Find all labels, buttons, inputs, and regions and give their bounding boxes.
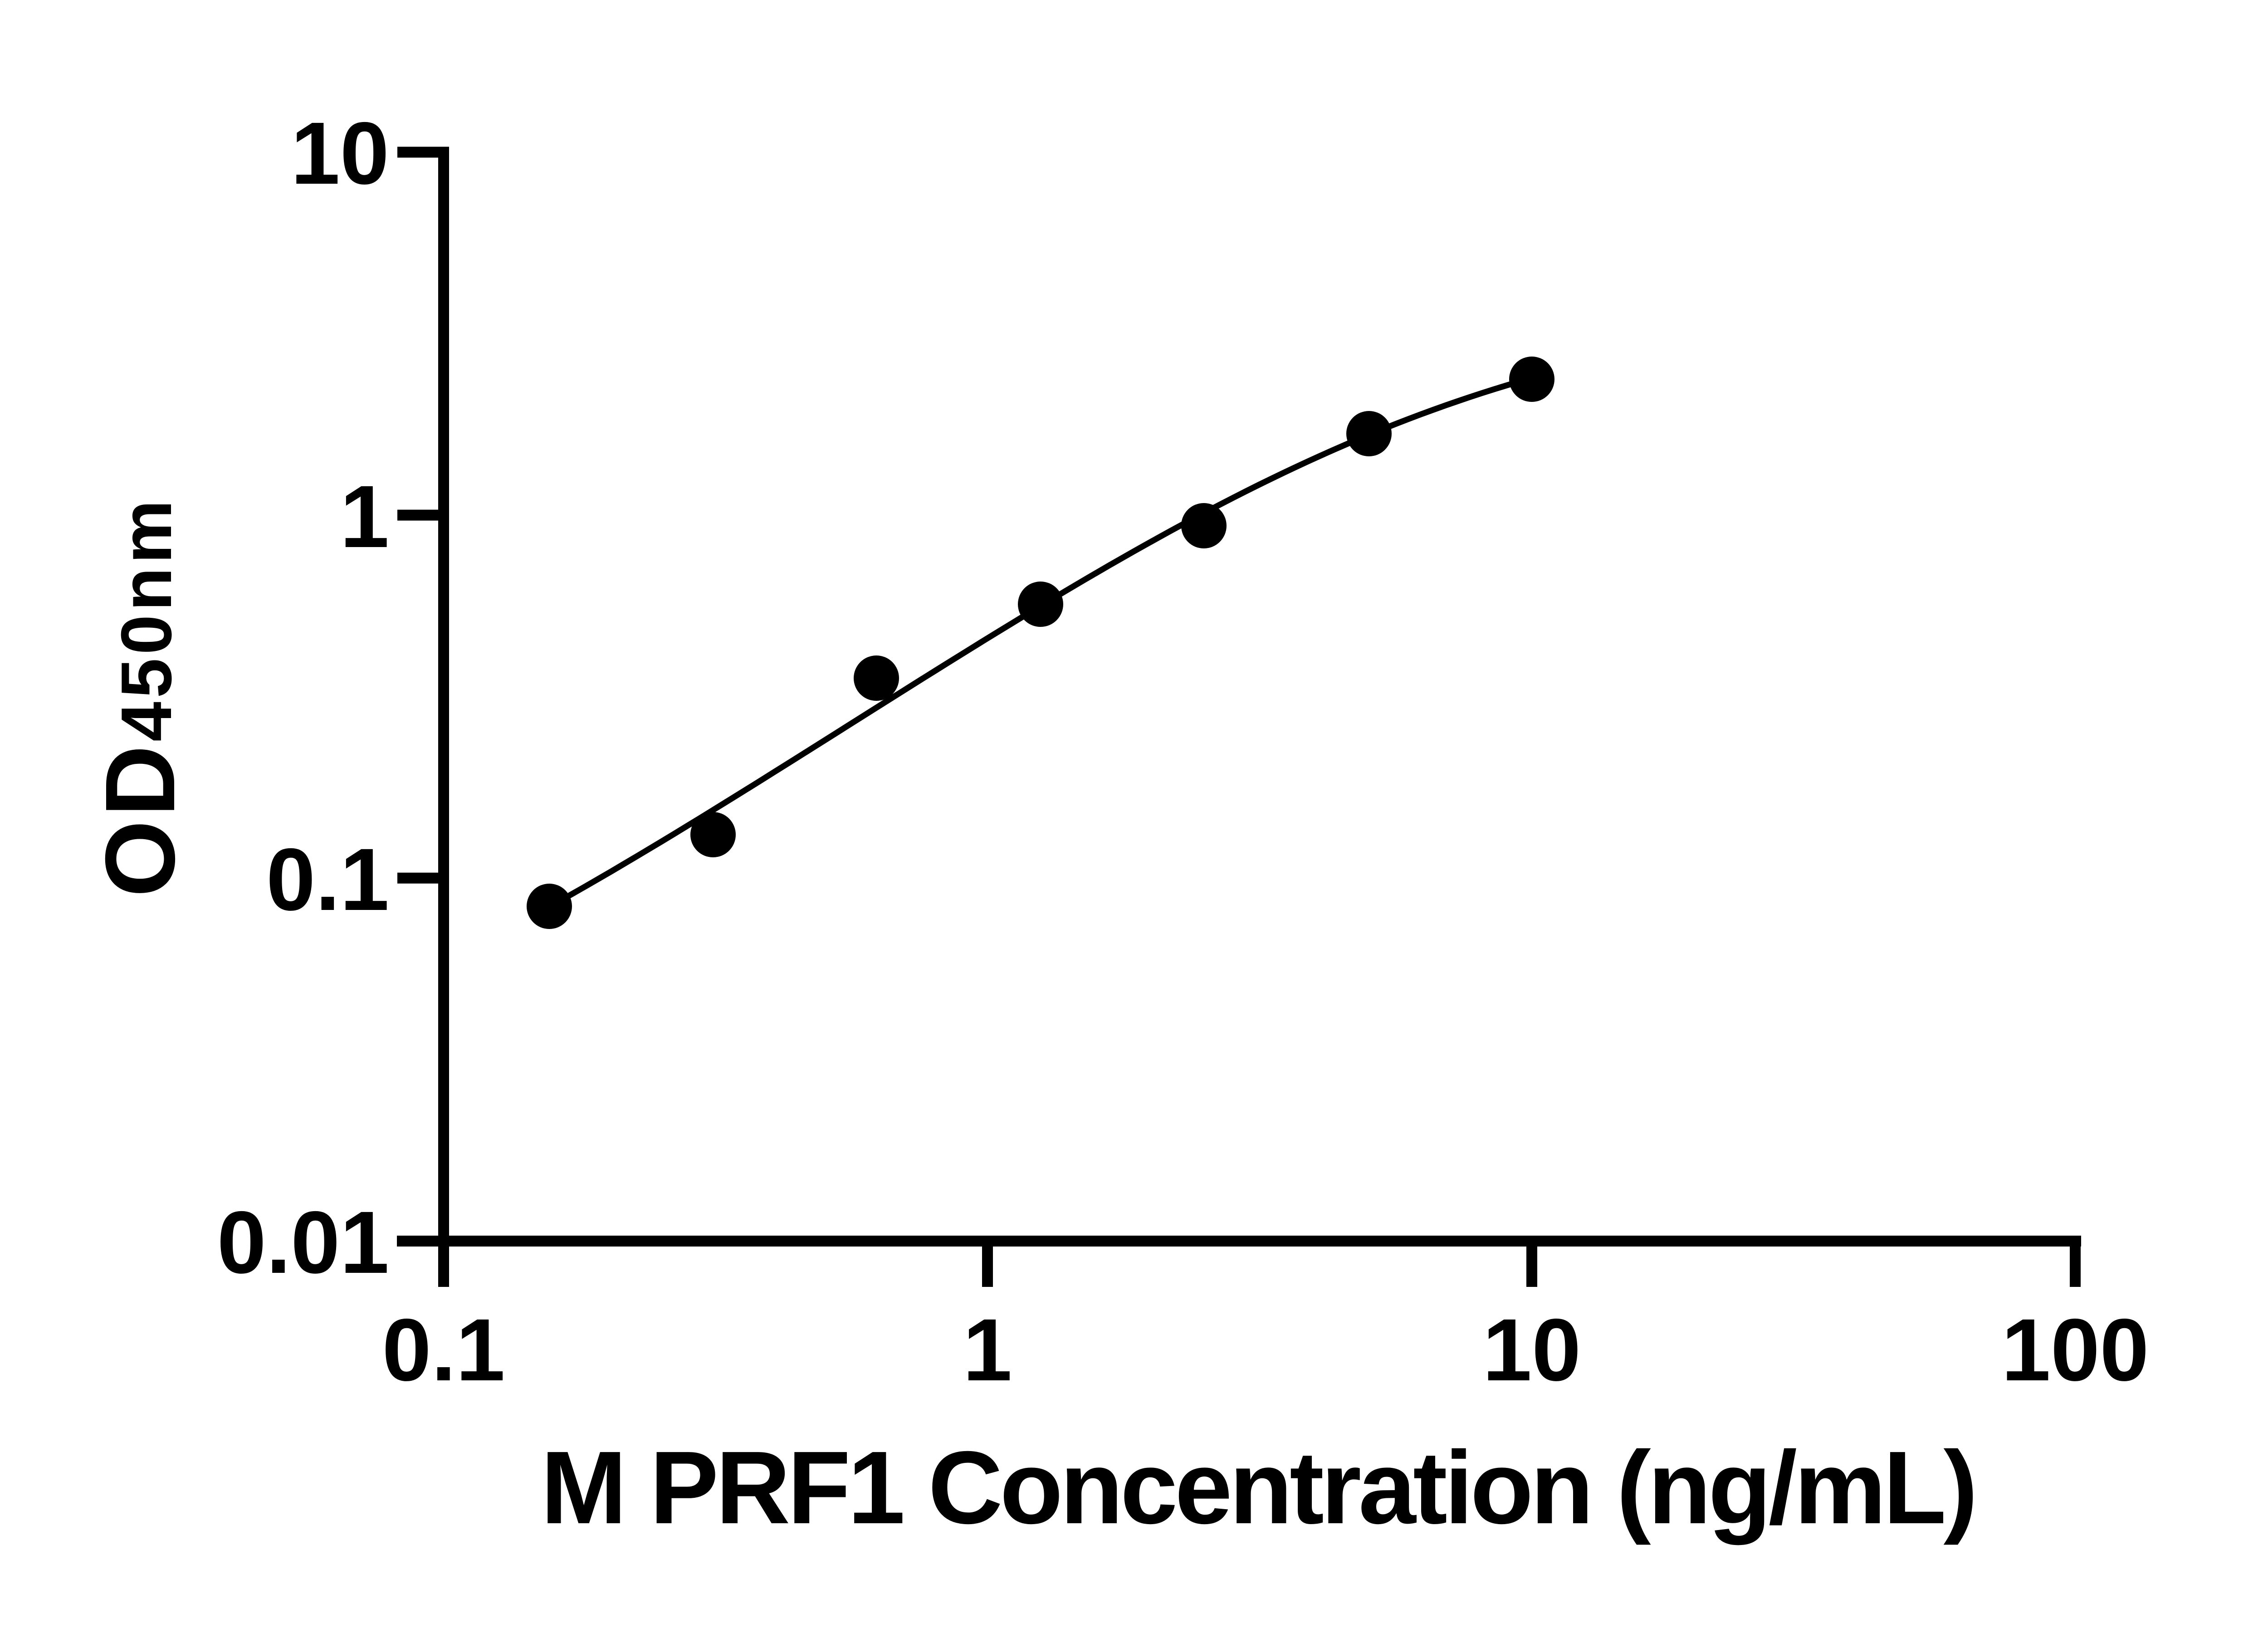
svg-text:0.1: 0.1 — [266, 830, 389, 929]
svg-text:1: 1 — [963, 1301, 1012, 1399]
svg-text:M PRF1 Concentration (ng/mL): M PRF1 Concentration (ng/mL) — [541, 1430, 1975, 1545]
svg-text:0.01: 0.01 — [217, 1193, 389, 1292]
svg-text:100: 100 — [2001, 1301, 2149, 1399]
svg-text:1: 1 — [340, 467, 389, 566]
svg-text:10: 10 — [1483, 1301, 1581, 1399]
svg-text:10: 10 — [291, 104, 389, 203]
svg-text:0.1: 0.1 — [382, 1301, 505, 1399]
